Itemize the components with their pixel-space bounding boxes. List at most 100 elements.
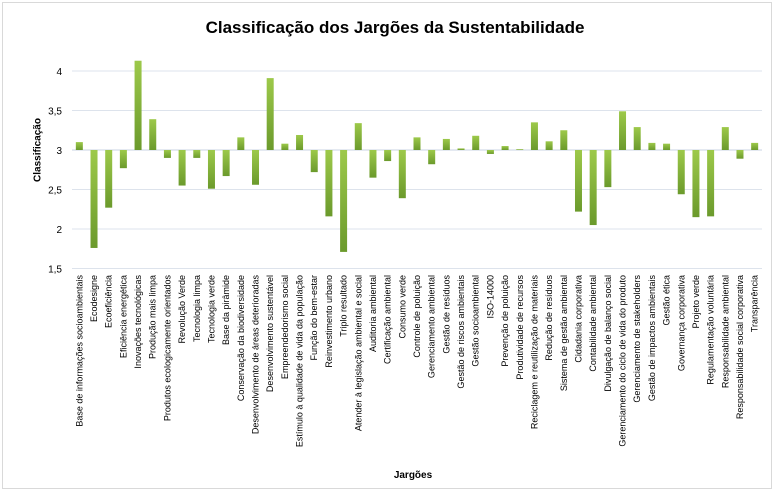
- bar: [501, 146, 509, 150]
- x-tick-label: Reinvestimento urbano: [324, 275, 334, 368]
- x-tick-label: Gestão de impactos ambientais: [647, 275, 657, 402]
- bar: [266, 78, 274, 150]
- bar: [707, 150, 715, 217]
- bar: [193, 150, 201, 158]
- bar: [207, 150, 215, 189]
- x-tick-label: Função do bem-estar: [309, 275, 319, 361]
- x-tick-label: Estímulo à qualidade de vida da populaçã…: [295, 275, 305, 447]
- x-tick-label: Ecoeficiência: [104, 275, 114, 328]
- x-tick-label: Produtos ecologicamente orientados: [162, 275, 172, 422]
- bar: [105, 150, 113, 208]
- x-tick-label: Cidadania corporativa: [573, 275, 583, 363]
- x-tick-label: Eficiência energética: [118, 275, 128, 358]
- x-tick-label: Redução de resíduos: [544, 275, 554, 361]
- y-tick-label: 2: [56, 225, 62, 236]
- bar: [252, 150, 260, 185]
- x-tick-label: Revolução Verde: [177, 275, 187, 344]
- bar: [134, 60, 142, 151]
- bar: [163, 150, 171, 158]
- bar: [442, 138, 450, 150]
- bar: [237, 137, 245, 150]
- bar: [574, 150, 582, 212]
- bar: [545, 141, 553, 150]
- bar: [472, 135, 480, 150]
- bar: [589, 150, 597, 226]
- x-tick-label: ISO-14000: [485, 275, 495, 319]
- bar: [692, 150, 700, 218]
- bar: [619, 111, 627, 150]
- x-tick-label: Gerenciamento do ciclo de vida do produt…: [618, 275, 628, 447]
- x-tick-label: Responsabilidade social corporativa: [735, 275, 745, 419]
- x-tick-label: Produtividade de recursos: [515, 275, 525, 380]
- bar: [149, 119, 157, 150]
- x-tick-label: Sistema de gestão ambiental: [559, 275, 569, 391]
- bar: [530, 122, 538, 150]
- bar: [428, 150, 436, 165]
- x-tick-label: Ecodesigne: [89, 275, 99, 322]
- bar: [75, 142, 83, 150]
- x-tick-label: Consumo verde: [397, 275, 407, 339]
- y-tick-label: 2,5: [48, 186, 62, 197]
- bar: [398, 150, 406, 199]
- bar: [296, 134, 304, 150]
- x-tick-label: Gestão de resíduos: [441, 275, 451, 354]
- bar: [340, 150, 348, 252]
- x-tick-label: Transparência: [750, 275, 760, 332]
- x-tick-label: Tecnologia limpa: [192, 275, 202, 342]
- x-tick-label: Gerenciamento ambiental: [427, 275, 437, 378]
- bar: [736, 150, 744, 159]
- x-tick-label: Prevenção de poluição: [500, 275, 510, 367]
- x-tick-label: Triplo resultado: [339, 275, 349, 337]
- x-tick-label: Reciclagem e reutilização de materiais: [529, 275, 539, 430]
- bar: [751, 142, 759, 150]
- x-tick-label: Desenvolvimento sustentável: [265, 275, 275, 392]
- bar: [457, 148, 465, 150]
- x-tick-label: Auditoria ambiental: [368, 275, 378, 352]
- x-tick-label: Gestão de riscos ambientais: [456, 275, 466, 389]
- bar: [604, 150, 612, 188]
- x-tick-label: Regulamentação voluntária: [706, 275, 716, 385]
- x-tick-label: Tecnologia verde: [206, 275, 216, 343]
- y-tick-label: 1,5: [48, 265, 62, 276]
- bar: [648, 142, 656, 150]
- x-tick-label: Empreendedorismo social: [280, 275, 290, 379]
- bar: [281, 143, 289, 150]
- bar: [663, 143, 671, 150]
- x-tick-label: Desenvolvimento de áreas deterioradas: [251, 275, 261, 435]
- x-tick-label: Atender à legislação ambiental e social: [353, 275, 363, 431]
- bar: [310, 150, 318, 173]
- x-axis-label: Jargões: [393, 470, 433, 481]
- bar: [119, 150, 127, 169]
- x-tick-label: Certificação ambiental: [383, 275, 393, 364]
- y-tick-label: 3: [56, 146, 62, 157]
- x-tick-label: Gestão socioambiental: [471, 275, 481, 367]
- bar: [516, 149, 524, 151]
- x-tick-label: Gestão ética: [662, 275, 672, 326]
- bar: [633, 127, 641, 150]
- bar: [369, 150, 377, 178]
- x-tick-label: Produção mais limpa: [148, 275, 158, 359]
- y-tick-label: 4: [56, 67, 62, 78]
- x-tick-label: Inovações tecnológicas: [133, 275, 143, 369]
- chart-frame: [2, 2, 772, 489]
- x-tick-label: Controle de poluição: [412, 275, 422, 358]
- x-tick-label: Gerenciamento de stakeholders: [632, 275, 642, 403]
- bar: [325, 150, 333, 217]
- x-tick-label: Responsabilidade ambiental: [720, 275, 730, 388]
- y-tick-label: 3,5: [48, 107, 62, 118]
- bar: [413, 137, 421, 150]
- bar: [486, 150, 494, 154]
- bar: [222, 150, 230, 177]
- x-tick-label: Base de informações socioambientais: [74, 275, 84, 427]
- bar: [721, 127, 729, 150]
- bar: [384, 150, 392, 162]
- chart-title: Classificação dos Jargões da Sustentabil…: [205, 18, 585, 37]
- bar: [677, 150, 685, 195]
- x-tick-label: Contabilidade ambiental: [588, 275, 598, 372]
- bar: [354, 123, 362, 150]
- x-tick-label: Base da pirâmide: [221, 275, 231, 345]
- x-tick-label: Projeto verde: [691, 275, 701, 329]
- x-tick-label: Conservação da biodiversidade: [236, 275, 246, 401]
- bar: [560, 130, 568, 150]
